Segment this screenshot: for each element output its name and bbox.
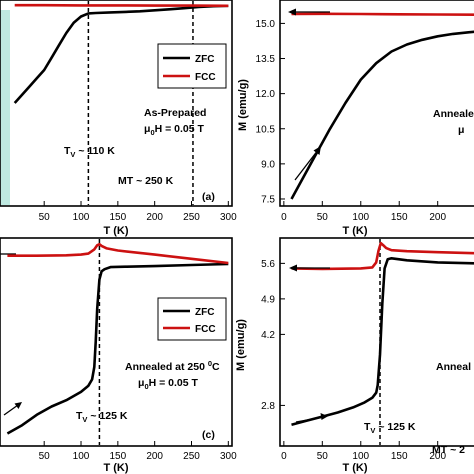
x-tick-label: 150 xyxy=(109,451,126,462)
y-tick-label: 7.5 xyxy=(261,194,275,205)
panel-a: 50 100 150 200 250 300 T (K) ZFC FCC As-Prepa… xyxy=(0,0,237,237)
mt-label: MT ~ 250 K xyxy=(118,175,174,187)
x-tick-label: 100 xyxy=(352,212,369,223)
x-ticks: 50 100 150 200 250 300 xyxy=(39,441,237,462)
warming-arrow xyxy=(295,416,325,423)
field-label: μ0H = 0.05 T xyxy=(138,377,199,391)
plot-frame xyxy=(0,237,233,447)
mt-label: MT ~ 2 xyxy=(432,444,465,456)
legend-fcc-label: FCC xyxy=(195,324,216,335)
x-ticks: 50 100 150 200 250 300 xyxy=(39,201,237,223)
x-tick-label: 250 xyxy=(183,212,200,223)
zfc-series-line xyxy=(291,257,474,426)
x-tick-label: 200 xyxy=(146,212,163,223)
x-tick-label: 50 xyxy=(39,451,51,462)
fcc-series-line xyxy=(14,3,229,8)
y-axis-label: M (emu/g) xyxy=(237,79,249,131)
field-label: μ xyxy=(458,124,464,136)
field-label: μ0H = 0.05 T xyxy=(144,123,205,137)
y-tick-label: 4.9 xyxy=(261,294,275,305)
warming-arrow-head xyxy=(14,402,22,409)
tv-label: TV ~ 110 K xyxy=(64,145,115,159)
y-axis-label: M (emu/g) xyxy=(235,319,247,371)
x-tick-label: 50 xyxy=(317,451,329,462)
x-tick-label: 150 xyxy=(391,451,408,462)
fcc-series-line xyxy=(7,242,229,265)
x-tick-label: 100 xyxy=(352,451,369,462)
legend-zfc-label: ZFC xyxy=(195,307,214,318)
warming-arrow-head xyxy=(320,413,328,420)
cooling-arrow-head xyxy=(288,8,296,16)
tv-label: TV ~ 125 K xyxy=(76,410,128,424)
vertical-lines xyxy=(87,1,194,205)
y-tick-label: 15.0 xyxy=(256,19,276,30)
y-tick-label: 4.2 xyxy=(261,330,275,341)
x-tick-label: 300 xyxy=(220,212,237,223)
zfc-series-line xyxy=(13,4,229,104)
x-axis-label: T (K) xyxy=(342,225,367,237)
x-tick-label: 0 xyxy=(281,212,287,223)
series xyxy=(291,241,474,426)
legend-zfc-label: ZFC xyxy=(195,54,214,65)
plot-frame xyxy=(279,237,474,447)
y-tick-label: 10.5 xyxy=(256,124,276,135)
x-ticks: 0 50 100 150 200 xyxy=(281,201,446,223)
tv-label: TV ~ 125 K xyxy=(364,421,416,435)
x-axis-label: T (K) xyxy=(103,225,128,237)
fcc-series-line xyxy=(291,241,474,271)
x-tick-label: 200 xyxy=(146,451,163,462)
y-tick-label: 9.0 xyxy=(261,159,275,170)
legend-box xyxy=(157,297,227,341)
x-tick-label: 100 xyxy=(73,212,90,223)
x-tick-label: 50 xyxy=(39,212,51,223)
y-ticks: 7.5 9.0 10.5 12.0 13.5 15.0 xyxy=(256,19,285,205)
x-tick-label: 50 xyxy=(317,212,329,223)
y-tick-label: 13.5 xyxy=(256,54,276,65)
series xyxy=(13,3,229,104)
x-axis-label: T (K) xyxy=(342,462,367,474)
x-tick-label: 200 xyxy=(429,451,446,462)
series xyxy=(290,12,474,200)
legend-fcc-label: FCC xyxy=(195,72,216,83)
shaded-region xyxy=(0,10,10,205)
x-tick-label: 250 xyxy=(183,451,200,462)
panel-c: 50 100 150 200 250 300 T (K) ZFC FCC Annealed… xyxy=(0,237,237,474)
x-tick-label: 300 xyxy=(220,451,237,462)
warming-arrow xyxy=(294,149,319,181)
x-tick-label: 0 xyxy=(281,451,287,462)
plot-frame xyxy=(0,0,233,207)
y-ticks: 2.8 4.2 4.9 5.6 xyxy=(261,259,285,412)
legend-box xyxy=(157,43,227,89)
cooling-arrow-head xyxy=(289,264,297,272)
y-tick-label: 2.8 xyxy=(261,401,275,412)
x-axis-label: T (K) xyxy=(103,462,128,474)
panel-d: M (emu/g) 0 50 100 150 200 2.8 4.2 4.9 5.6 T (K… xyxy=(235,237,474,474)
x-ticks: 0 50 100 150 200 xyxy=(281,441,446,462)
sample-label: Anneal xyxy=(436,361,471,373)
plot-frame xyxy=(279,0,474,207)
series xyxy=(6,242,229,435)
zfc-series-line xyxy=(6,262,229,435)
fcc-series-line xyxy=(291,12,474,16)
x-tick-label: 100 xyxy=(73,451,90,462)
x-tick-label: 150 xyxy=(391,212,408,223)
y-tick-label: 12.0 xyxy=(256,89,276,100)
panel-b: M (emu/g) 0 50 100 150 200 7.5 9.0 10.5 12.0 13.… xyxy=(237,0,474,237)
sample-label: As-Prepared xyxy=(144,107,206,119)
panel-label: (a) xyxy=(202,191,215,203)
x-tick-label: 150 xyxy=(109,212,126,223)
x-tick-label: 200 xyxy=(429,212,446,223)
warming-arrow xyxy=(3,404,19,416)
y-tick-label: 5.6 xyxy=(261,259,275,270)
sample-label: Annealed xyxy=(433,108,474,120)
panel-label: (c) xyxy=(202,429,215,441)
warming-arrow-head xyxy=(313,146,321,155)
sample-label: Annealed at 250 0C xyxy=(125,359,220,373)
